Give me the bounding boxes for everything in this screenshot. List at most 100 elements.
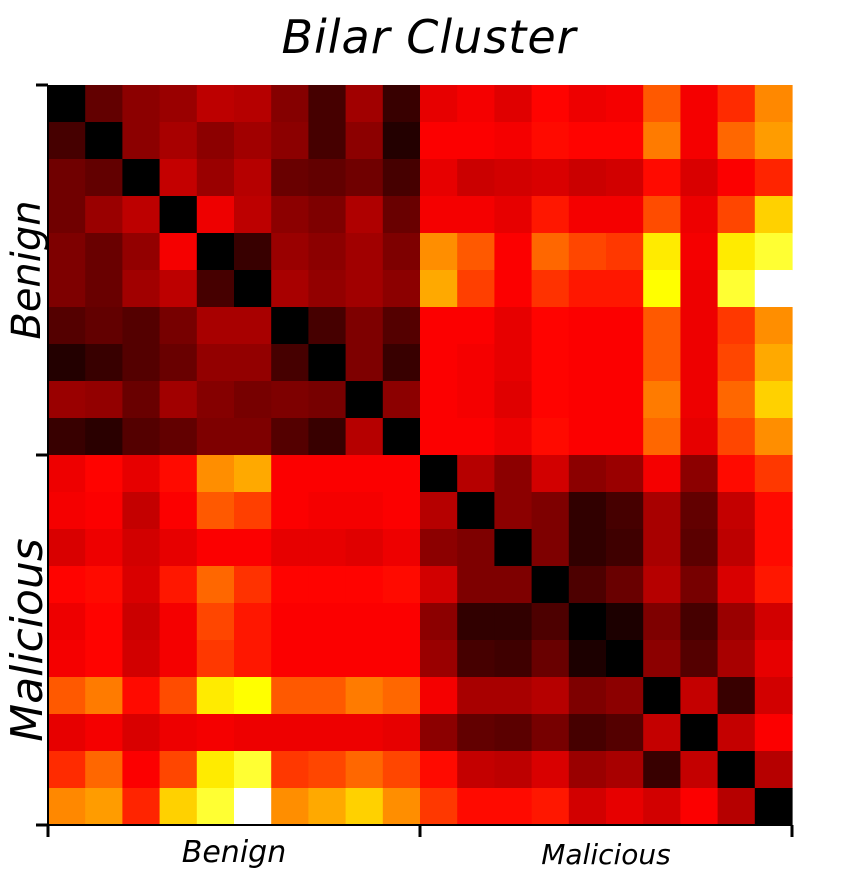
heatmap-cell-r12-c14	[568, 529, 607, 567]
heatmap-cell-r18-c11	[457, 751, 495, 789]
heatmap-cell-r0-c6	[271, 85, 309, 123]
heatmap-cell-r13-c0	[48, 566, 86, 604]
heatmap-cell-r17-c5	[234, 714, 272, 752]
heatmap-cell-r15-c18	[717, 640, 756, 678]
heatmap-cell-r6-c11	[457, 307, 495, 345]
heatmap-cell-r9-c9	[382, 418, 421, 456]
heatmap-cell-r4-c14	[568, 233, 607, 271]
heatmap-cell-r18-c9	[382, 751, 421, 789]
heatmap-cell-r6-c13	[531, 307, 570, 345]
heatmap-cell-r12-c19	[754, 529, 793, 567]
heatmap-cell-r11-c18	[717, 492, 756, 530]
heatmap-cell-r3-c14	[568, 196, 607, 234]
heatmap-cell-r1-c1	[85, 122, 123, 160]
heatmap-cell-r16-c6	[271, 677, 309, 715]
heatmap-cell-r6-c16	[643, 307, 681, 345]
heatmap-cell-r14-c11	[457, 603, 495, 641]
heatmap-cell-r14-c10	[420, 603, 458, 641]
heatmap-cell-r2-c9	[382, 159, 421, 197]
heatmap-cell-r6-c17	[680, 307, 719, 345]
heatmap-cell-r8-c8	[345, 381, 384, 419]
heatmap-cell-r12-c1	[85, 529, 123, 567]
heatmap-cell-r13-c13	[531, 566, 570, 604]
heatmap-cell-r17-c18	[717, 714, 756, 752]
heatmap-cell-r18-c16	[643, 751, 681, 789]
heatmap-cell-r0-c15	[606, 85, 644, 123]
heatmap-cell-r0-c0	[48, 85, 86, 123]
heatmap-cell-r7-c3	[159, 344, 198, 382]
heatmap-cell-r2-c18	[717, 159, 756, 197]
heatmap-cell-r14-c1	[85, 603, 123, 641]
heatmap-cell-r7-c4	[196, 344, 235, 382]
heatmap-cell-r12-c5	[234, 529, 272, 567]
heatmap-cell-r12-c6	[271, 529, 309, 567]
heatmap-cell-r13-c1	[85, 566, 123, 604]
heatmap-cell-r3-c5	[234, 196, 272, 234]
heatmap-cell-r8-c11	[457, 381, 495, 419]
heatmap-cell-r2-c1	[85, 159, 123, 197]
heatmap-cell-r7-c16	[643, 344, 681, 382]
heatmap-cell-r5-c17	[680, 270, 719, 308]
heatmap-cell-r1-c3	[159, 122, 198, 160]
heatmap-cell-r18-c5	[234, 751, 272, 789]
heatmap-cell-r6-c2	[122, 307, 161, 345]
heatmap-cell-r0-c2	[122, 85, 161, 123]
heatmap-cell-r16-c4	[196, 677, 235, 715]
heatmap-cell-r13-c16	[643, 566, 681, 604]
heatmap-cell-r12-c15	[606, 529, 644, 567]
heatmap-cell-r19-c5	[234, 788, 272, 826]
heatmap-cell-r10-c11	[457, 455, 495, 493]
heatmap-cell-r0-c1	[85, 85, 123, 123]
heatmap-cell-r4-c9	[382, 233, 421, 271]
heatmap-cell-r6-c14	[568, 307, 607, 345]
heatmap-cell-r14-c3	[159, 603, 198, 641]
heatmap-cell-r2-c15	[606, 159, 644, 197]
heatmap-cell-r17-c8	[345, 714, 384, 752]
heatmap-cell-r13-c5	[234, 566, 272, 604]
heatmap-cell-r7-c15	[606, 344, 644, 382]
heatmap-cell-r16-c9	[382, 677, 421, 715]
heatmap-cell-r17-c19	[754, 714, 793, 752]
heatmap-cell-r3-c7	[308, 196, 347, 234]
heatmap-cell-r1-c6	[271, 122, 309, 160]
heatmap-cell-r11-c19	[754, 492, 793, 530]
heatmap-cell-r13-c12	[494, 566, 533, 604]
heatmap-cell-r17-c11	[457, 714, 495, 752]
heatmap-cell-r19-c2	[122, 788, 161, 826]
heatmap-cell-r11-c15	[606, 492, 644, 530]
heatmap-cell-r8-c5	[234, 381, 272, 419]
heatmap-cell-r7-c6	[271, 344, 309, 382]
heatmap-cell-r19-c10	[420, 788, 458, 826]
heatmap-cell-r14-c19	[754, 603, 793, 641]
heatmap-cell-r7-c19	[754, 344, 793, 382]
heatmap-cell-r0-c3	[159, 85, 198, 123]
heatmap-cell-r14-c12	[494, 603, 533, 641]
heatmap-cell-r10-c6	[271, 455, 309, 493]
heatmap-cell-r11-c2	[122, 492, 161, 530]
heatmap-cell-r14-c18	[717, 603, 756, 641]
heatmap-cell-r17-c12	[494, 714, 533, 752]
heatmap-cell-r19-c11	[457, 788, 495, 826]
heatmap-cell-r18-c19	[754, 751, 793, 789]
heatmap-cell-r3-c16	[643, 196, 681, 234]
heatmap-cell-r3-c13	[531, 196, 570, 234]
heatmap-cell-r4-c7	[308, 233, 347, 271]
heatmap-cell-r16-c13	[531, 677, 570, 715]
heatmap-cell-r12-c4	[196, 529, 235, 567]
heatmap-cell-r10-c15	[606, 455, 644, 493]
heatmap-cell-r15-c13	[531, 640, 570, 678]
heatmap-cell-r18-c4	[196, 751, 235, 789]
heatmap-cell-r5-c5	[234, 270, 272, 308]
heatmap-cell-r3-c12	[494, 196, 533, 234]
heatmap-cell-r16-c14	[568, 677, 607, 715]
heatmap-cell-r19-c4	[196, 788, 235, 826]
heatmap-cell-r15-c19	[754, 640, 793, 678]
heatmap-cell-r0-c19	[754, 85, 793, 123]
heatmap-cell-r16-c16	[643, 677, 681, 715]
heatmap-cell-r12-c0	[48, 529, 86, 567]
heatmap-cell-r11-c16	[643, 492, 681, 530]
heatmap-cell-r15-c1	[85, 640, 123, 678]
heatmap-cell-r9-c18	[717, 418, 756, 456]
heatmap-cell-r17-c7	[308, 714, 347, 752]
heatmap-cell-r15-c7	[308, 640, 347, 678]
